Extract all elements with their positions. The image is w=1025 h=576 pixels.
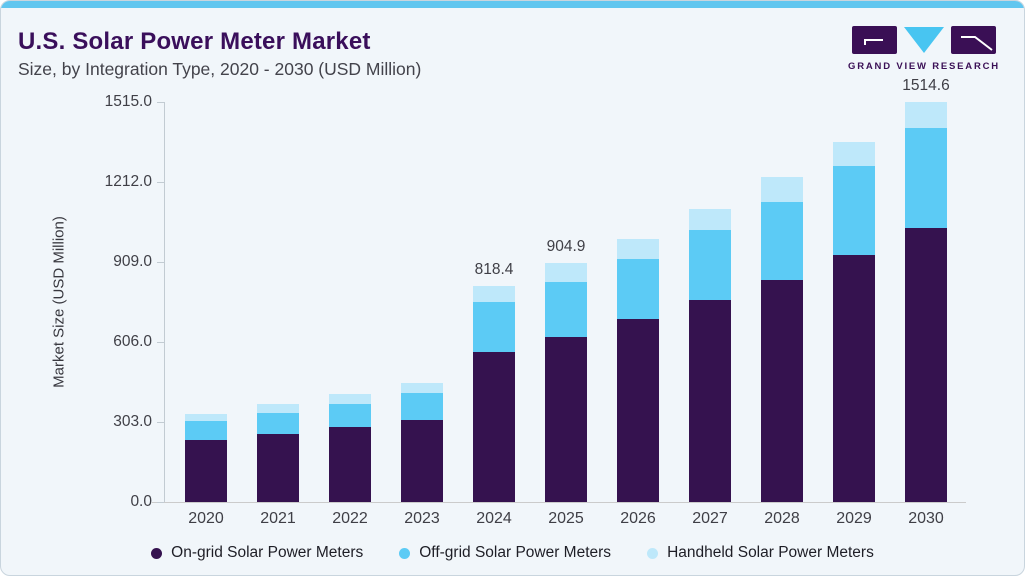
y-tick-label: 1212.0 [104,173,152,190]
y-tick-mark [157,102,164,103]
legend-item-on-grid: On-grid Solar Power Meters [151,544,363,562]
y-tick-mark [157,342,164,343]
logo-g-block [852,25,897,54]
bar-segment [761,279,803,502]
grand-view-research-logo: GRAND VIEW RESEARCH [844,25,1004,72]
bar-segment [833,166,875,255]
y-axis-title: Market Size (USD Million) [50,216,68,388]
bar-segment [473,301,515,352]
legend-label: On-grid Solar Power Meters [171,544,364,561]
bar-segment [905,128,947,228]
legend-label: Handheld Solar Power Meters [667,544,874,561]
bar-segment [545,263,587,282]
bar-segment [689,300,731,502]
x-tick-label: 2024 [476,510,512,527]
bar-segment [401,393,443,420]
logo-v-triangle-icon [904,26,944,53]
x-axis-line [152,502,966,503]
y-tick-label: 303.0 [113,413,152,430]
y-tick-label: 606.0 [113,333,152,350]
y-axis-line [164,102,165,503]
legend-item-off-grid: Off-grid Solar Power Meters [399,544,611,562]
y-tick-label: 0.0 [130,493,152,510]
bar-segment [545,281,587,337]
x-tick-label: 2020 [188,510,224,527]
x-tick-label: 2026 [620,510,656,527]
bar-segment [257,413,299,434]
bar-segment [329,403,371,428]
bar-segment [833,254,875,502]
bar-value-label: 904.9 [546,238,586,256]
bar-segment [185,414,227,421]
bar-segment [617,259,659,320]
logo-wordmark: GRAND VIEW RESEARCH [848,61,1000,72]
x-tick-label: 2030 [908,510,944,527]
bar-segment [689,209,731,231]
legend-dot-off-grid-icon [399,547,411,559]
bar-segment [905,102,947,129]
chart-legend: On-grid Solar Power Meters Off-grid Sola… [1,544,1024,562]
bar-segment [257,433,299,502]
y-tick-mark [157,182,164,183]
bar-segment [329,393,371,404]
legend-item-handheld: Handheld Solar Power Meters [647,544,874,562]
bar-segment [617,238,659,260]
top-accent-bar [1,1,1024,8]
page-subtitle: Size, by Integration Type, 2020 - 2030 (… [18,59,422,79]
x-tick-label: 2022 [332,510,368,527]
bar-segment [905,227,947,502]
bar-segment [185,420,227,440]
y-tick-mark [157,502,164,503]
bar-segment [545,336,587,502]
bar-value-label: 1514.6 [902,77,950,95]
y-tick-label: 1515.0 [104,93,152,110]
bar-segment [689,230,731,301]
y-tick-mark [157,422,164,423]
x-tick-label: 2025 [548,510,584,527]
bar-segment [473,351,515,502]
page-title: U.S. Solar Power Meter Market [18,28,371,55]
x-tick-label: 2023 [404,510,440,527]
bar-segment [761,201,803,280]
legend-dot-on-grid-icon [151,547,163,559]
bar-segment [761,176,803,202]
x-tick-label: 2028 [764,510,800,527]
y-tick-mark [157,262,164,263]
legend-label: Off-grid Solar Power Meters [419,544,612,561]
y-tick-label: 909.0 [113,253,152,270]
legend-dot-handheld-icon [647,547,659,559]
bar-segment [401,419,443,502]
bar-segment [833,141,875,167]
bar-segment [473,285,515,302]
bar-segment [185,439,227,502]
bar-segment [401,383,443,394]
x-tick-label: 2027 [692,510,728,527]
bar-value-label: 818.4 [474,260,514,278]
x-tick-label: 2029 [836,510,872,527]
stacked-bar-chart: 0.0 303.0 606.0 909.0 1212.0 1515.0 2020 2021 20… [105,77,966,527]
logo-gvr-mark [844,25,1004,54]
bar-segment [329,427,371,502]
bar-segment [617,319,659,502]
logo-r-block [951,25,996,54]
x-tick-label: 2021 [260,510,296,527]
bar-segment [257,404,299,414]
